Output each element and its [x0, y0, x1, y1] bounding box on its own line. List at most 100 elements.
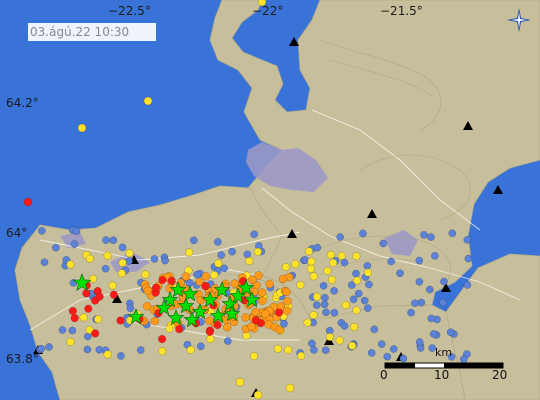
- quake-marker[interactable]: [248, 275, 257, 285]
- quake-marker[interactable]: [222, 323, 232, 332]
- quake-marker[interactable]: [126, 304, 135, 313]
- quake-marker[interactable]: [85, 254, 94, 263]
- quake-marker[interactable]: [247, 322, 256, 331]
- quake-marker[interactable]: [415, 256, 424, 265]
- quake-marker[interactable]: [329, 258, 338, 267]
- quake-marker[interactable]: [158, 276, 167, 285]
- quake-marker[interactable]: [83, 332, 92, 341]
- quake-marker[interactable]: [101, 264, 110, 273]
- large-quake-star[interactable]: [161, 291, 179, 308]
- large-quake-star[interactable]: [243, 291, 261, 308]
- quake-marker[interactable]: [312, 301, 321, 309]
- quake-marker[interactable]: [150, 316, 160, 326]
- quake-marker[interactable]: [280, 319, 288, 328]
- large-quake-star[interactable]: [209, 307, 227, 324]
- quake-marker[interactable]: [223, 337, 232, 345]
- quake-marker[interactable]: [206, 334, 215, 343]
- quake-marker[interactable]: [228, 247, 236, 256]
- quake-marker[interactable]: [278, 274, 288, 284]
- quake-marker[interactable]: [367, 349, 376, 357]
- quake-marker[interactable]: [407, 308, 415, 317]
- quake-marker[interactable]: [427, 233, 435, 241]
- quake-marker[interactable]: [297, 351, 306, 360]
- quake-marker[interactable]: [313, 243, 322, 252]
- quake-marker[interactable]: [84, 304, 93, 313]
- quake-marker[interactable]: [463, 281, 472, 289]
- quake-marker[interactable]: [448, 229, 457, 238]
- quake-marker[interactable]: [348, 341, 357, 350]
- quake-marker[interactable]: [389, 345, 398, 353]
- quake-marker[interactable]: [83, 345, 92, 354]
- quake-marker[interactable]: [158, 347, 167, 356]
- large-quake-star[interactable]: [191, 303, 209, 320]
- quake-marker[interactable]: [328, 275, 337, 284]
- quake-marker[interactable]: [363, 304, 372, 312]
- quake-marker[interactable]: [352, 306, 361, 315]
- quake-marker[interactable]: [103, 251, 112, 260]
- large-quake-star[interactable]: [201, 291, 219, 308]
- quake-marker[interactable]: [116, 316, 125, 325]
- quake-marker[interactable]: [185, 248, 194, 257]
- quake-marker[interactable]: [165, 324, 174, 333]
- quake-marker[interactable]: [250, 230, 259, 239]
- quake-marker[interactable]: [193, 270, 201, 279]
- quake-marker[interactable]: [447, 352, 456, 361]
- quake-marker[interactable]: [117, 269, 126, 278]
- quake-marker[interactable]: [320, 300, 329, 309]
- quake-marker[interactable]: [241, 313, 250, 322]
- quake-marker[interactable]: [82, 289, 91, 298]
- quake-marker[interactable]: [205, 327, 214, 336]
- quake-marker[interactable]: [323, 266, 332, 275]
- quake-marker[interactable]: [186, 345, 195, 354]
- quake-marker[interactable]: [360, 296, 369, 305]
- quake-marker[interactable]: [45, 343, 53, 351]
- quake-marker[interactable]: [425, 285, 434, 294]
- large-quake-star[interactable]: [229, 287, 247, 304]
- quake-marker[interactable]: [251, 316, 260, 325]
- quake-marker[interactable]: [245, 256, 254, 266]
- quake-marker[interactable]: [210, 270, 219, 279]
- quake-marker[interactable]: [275, 325, 284, 335]
- quake-marker[interactable]: [312, 292, 321, 301]
- quake-marker[interactable]: [70, 240, 79, 248]
- quake-marker[interactable]: [85, 325, 94, 334]
- quake-marker[interactable]: [359, 229, 367, 238]
- quake-marker[interactable]: [118, 243, 127, 252]
- quake-marker[interactable]: [103, 350, 112, 359]
- quake-marker[interactable]: [284, 345, 293, 354]
- quake-marker[interactable]: [261, 309, 270, 319]
- quake-marker[interactable]: [254, 271, 263, 280]
- quake-marker[interactable]: [143, 286, 153, 296]
- quake-marker[interactable]: [142, 301, 152, 311]
- quake-marker[interactable]: [427, 314, 436, 323]
- quake-marker[interactable]: [257, 288, 267, 297]
- quake-marker[interactable]: [321, 293, 329, 302]
- quake-marker[interactable]: [340, 258, 349, 267]
- quake-marker[interactable]: [257, 0, 267, 7]
- quake-marker[interactable]: [330, 308, 339, 317]
- quake-marker[interactable]: [23, 197, 33, 207]
- quake-marker[interactable]: [335, 336, 344, 345]
- quake-marker[interactable]: [365, 280, 373, 289]
- quake-marker[interactable]: [440, 277, 448, 286]
- quake-marker[interactable]: [175, 325, 184, 334]
- quake-marker[interactable]: [319, 281, 328, 290]
- quake-marker[interactable]: [303, 318, 312, 327]
- large-quake-star[interactable]: [181, 285, 199, 302]
- quake-marker[interactable]: [330, 286, 338, 295]
- quake-marker[interactable]: [296, 280, 305, 290]
- quake-marker[interactable]: [431, 252, 439, 260]
- quake-marker[interactable]: [307, 257, 316, 266]
- quake-marker[interactable]: [349, 295, 358, 304]
- quake-marker[interactable]: [117, 352, 125, 360]
- large-quake-star[interactable]: [237, 279, 255, 296]
- quake-marker[interactable]: [251, 307, 260, 317]
- quake-marker[interactable]: [37, 344, 46, 353]
- quake-marker[interactable]: [326, 250, 335, 259]
- large-quake-star[interactable]: [155, 299, 173, 316]
- quake-marker[interactable]: [118, 258, 127, 267]
- quake-marker[interactable]: [291, 260, 300, 269]
- quake-marker[interactable]: [181, 272, 191, 281]
- large-quake-star[interactable]: [127, 308, 145, 325]
